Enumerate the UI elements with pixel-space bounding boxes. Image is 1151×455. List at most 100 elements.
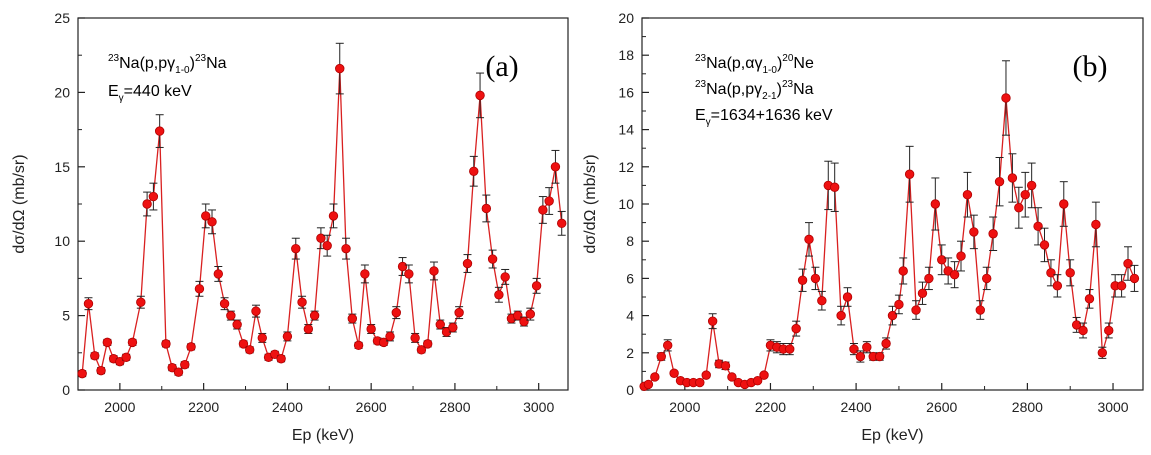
chart-a-xtick-label: 2600 xyxy=(356,399,387,415)
chart-a-panel-label: (a) xyxy=(485,50,518,83)
chart-b-data-point xyxy=(759,370,769,380)
chart-a-xtick-label: 2400 xyxy=(272,399,303,415)
chart-a-data-point xyxy=(435,319,445,330)
chart-a-data-point xyxy=(245,345,255,355)
chart-b-xtick-label: 2000 xyxy=(669,399,700,415)
chart-panel-a: 2000 2200 2400 2600 2800 3000 0 5 10 15 20 25 Ep (ke… xyxy=(0,0,575,450)
chart-a-data-point xyxy=(90,351,100,361)
chart-a-data-point xyxy=(201,211,211,221)
chart-b-data-point xyxy=(720,361,731,371)
chart-a-data-point xyxy=(353,340,364,351)
chart-a-data-point xyxy=(161,339,171,349)
chart-b-data-point xyxy=(1052,281,1063,291)
chart-b-data-point xyxy=(1065,268,1075,278)
chart-b-data-point xyxy=(707,316,718,326)
chart-b-ytick-label: 16 xyxy=(618,84,634,100)
chart-a-data-point xyxy=(519,316,529,327)
chart-a-data-point xyxy=(379,337,389,348)
chart-b-ytick-label: 14 xyxy=(618,122,634,138)
chart-a-data-point xyxy=(500,272,510,282)
chart-b-ytick-label: 12 xyxy=(618,159,634,175)
chart-a-data-point xyxy=(83,298,94,309)
chart-a-data-point xyxy=(531,281,542,291)
chart-a-data-point xyxy=(341,243,351,254)
chart-b-data-point xyxy=(881,338,891,349)
chart-b-data-point xyxy=(930,199,941,209)
chart-b-data-point xyxy=(962,189,973,200)
chart-a-y-axis-title: dσ/dΩ (mb/sr) xyxy=(11,154,28,253)
chart-b-data-point xyxy=(695,377,705,388)
chart-a-ytick-label: 15 xyxy=(54,159,70,175)
chart-b-data-point xyxy=(1097,348,1108,358)
chart-a-ytick-label: 10 xyxy=(54,233,70,249)
chart-a-data-point xyxy=(366,324,376,334)
chart-b-data-point xyxy=(904,169,915,179)
chart-a-data-point xyxy=(475,90,485,101)
chart-b-data-point xyxy=(785,344,795,354)
chart-a-xtick-label: 2200 xyxy=(188,399,219,415)
chart-b-data-point xyxy=(1078,325,1088,336)
chart-b-data-point xyxy=(1104,325,1114,336)
chart-b-data-point xyxy=(817,296,827,306)
chart-a-data-point xyxy=(251,306,261,316)
chart-b-data-point xyxy=(917,288,928,298)
chart-a-data-point xyxy=(360,269,370,279)
chart-a-data-point xyxy=(194,284,205,294)
chart-b-data-point xyxy=(1007,173,1018,183)
chart-a-data-point xyxy=(213,269,223,279)
chart-a-ytick-label: 20 xyxy=(54,84,70,100)
chart-b-data-point xyxy=(1091,219,1101,230)
chart-b-data-point xyxy=(1129,273,1140,284)
chart-a-data-point xyxy=(257,333,267,343)
chart-b-data-point xyxy=(982,273,992,284)
chart-b-data-point xyxy=(956,251,966,261)
chart-b-xtick-label: 2600 xyxy=(926,399,957,415)
chart-a-data-point xyxy=(270,349,280,359)
chart-a-data-point xyxy=(385,331,395,342)
chart-b-data-point xyxy=(862,342,872,352)
chart-a-data-point xyxy=(226,310,236,321)
chart-a-xtick-label: 2800 xyxy=(439,399,470,415)
chart-b-data-point xyxy=(994,176,1005,187)
chart-b-data-point xyxy=(829,182,840,192)
chart-a-data-point xyxy=(276,354,286,364)
chart-b-ytick-label: 6 xyxy=(626,270,634,286)
chart-a-data-point xyxy=(544,196,554,206)
chart-a-data-point xyxy=(167,362,177,373)
chart-a-data-point xyxy=(291,243,301,254)
chart-b-data-point xyxy=(937,255,947,265)
chart-a-data-point xyxy=(550,162,561,172)
chart-b-ytick-label: 0 xyxy=(626,382,634,398)
chart-a-data-point xyxy=(335,63,345,74)
chart-a-data-point xyxy=(404,269,414,279)
chart-b-data-point xyxy=(949,269,960,280)
chart-a-data-point xyxy=(127,337,138,348)
chart-a-data-point xyxy=(115,357,125,367)
chart-b-data-point xyxy=(842,292,853,302)
chart-a-data-point xyxy=(96,365,106,376)
chart-a-data-point xyxy=(347,313,358,324)
chart-a-data-point xyxy=(148,191,159,202)
chart-a-ytick-label: 25 xyxy=(54,10,70,26)
chart-a-svg: 2000 2200 2400 2600 2800 3000 0 5 10 15 20 25 Ep (ke… xyxy=(11,10,569,444)
chart-a-data-point xyxy=(328,211,339,221)
chart-b-data-point xyxy=(1020,189,1030,200)
chart-a-data-point xyxy=(538,205,548,215)
chart-a-annotation-line: 23Na(p,pγ1-0)23Na xyxy=(108,53,227,76)
chart-a-data-point xyxy=(525,309,536,319)
chart-a-data-point xyxy=(557,218,567,229)
chart-a-data-point xyxy=(397,261,408,272)
chart-a-data-point xyxy=(469,166,479,176)
chart-a-data-point xyxy=(429,266,439,276)
chart-b-x-axis-title: Ep (keV) xyxy=(861,427,923,444)
chart-b-data-point xyxy=(1071,320,1082,330)
chart-b-data-point xyxy=(791,323,801,334)
chart-b-data-point xyxy=(855,351,866,362)
chart-b-data-point xyxy=(1026,180,1037,191)
chart-a-ytick-label: 5 xyxy=(62,308,70,324)
chart-a-ytick-label: 0 xyxy=(62,382,70,398)
chart-b-data-point xyxy=(1046,268,1056,278)
chart-b-panel-label: (b) xyxy=(1073,50,1108,83)
chart-a-data-point xyxy=(121,352,131,362)
chart-b-data-point xyxy=(1014,203,1024,213)
